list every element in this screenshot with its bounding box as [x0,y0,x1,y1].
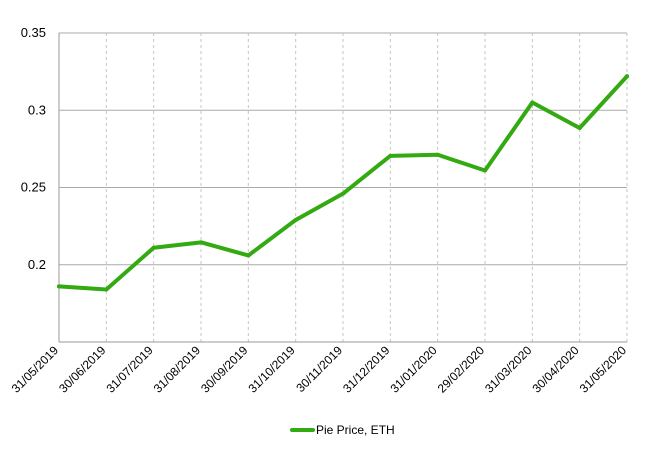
x-tick-label: 31/07/2019 [103,343,156,396]
data-point [151,245,156,250]
data-point [199,240,203,245]
x-tick-label: 30/09/2019 [198,343,251,396]
x-tick-label: 30/04/2020 [529,343,582,396]
axes [58,33,627,343]
x-tick-label: 31/03/2020 [482,343,535,396]
y-tick-label: 0.3 [28,102,46,117]
x-tick-label: 31/12/2019 [340,343,393,396]
x-tick-label: 30/06/2019 [56,343,109,396]
data-point [293,217,298,222]
y-tick-label: 0.35 [21,25,46,40]
x-tick-label: 31/10/2019 [245,343,298,396]
y-tick-label: 0.25 [21,180,46,195]
legend-label: Pie Price, ETH [316,423,395,437]
y-tick-labels: 0.2 0.25 0.3 0.35 [21,25,46,272]
data-point [388,153,393,158]
data-point [577,126,582,131]
data-point [625,74,629,79]
x-tick-label: 31/05/2019 [9,343,62,396]
x-tick-label: 31/05/2020 [577,343,630,396]
data-point [104,287,109,292]
x-tick-label: 31/08/2019 [151,343,204,396]
data-point [483,168,487,173]
y-tick-label: 0.2 [28,257,46,272]
data-point [57,284,61,289]
x-tick-label: 30/11/2019 [293,343,345,395]
grid [59,32,628,342]
data-point [435,152,440,157]
data-point [341,191,345,196]
legend: Pie Price, ETH [290,423,395,437]
data-point [530,100,535,105]
data-point [246,253,251,258]
x-tick-label: 31/01/2020 [387,343,440,396]
x-tick-label: 29/02/2020 [435,343,488,396]
x-tick-labels: 31/05/201930/06/201931/07/201931/08/2019… [9,343,630,396]
series [57,74,629,292]
